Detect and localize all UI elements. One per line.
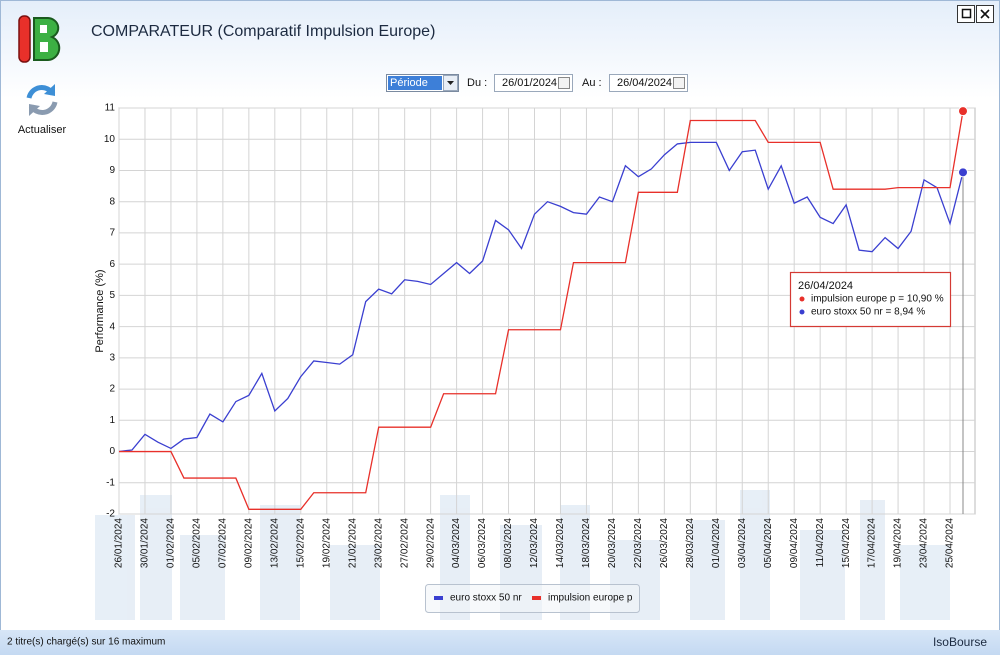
to-date-picker[interactable]	[673, 77, 685, 89]
close-button[interactable]	[976, 5, 994, 23]
x-tick-label: 20/03/2024	[607, 518, 618, 568]
legend-label: impulsion europe p	[548, 593, 633, 604]
x-tick-label: 13/02/2024	[269, 518, 280, 568]
y-tick-label: 1	[109, 415, 115, 426]
from-label: Du :	[467, 77, 487, 89]
x-tick-label: 17/04/2024	[867, 518, 878, 568]
x-tick-label: 07/02/2024	[218, 518, 229, 568]
y-tick-label: 8	[109, 196, 115, 207]
tooltip-date: 26/04/2024	[798, 280, 853, 292]
tooltip-box	[789, 271, 952, 328]
x-tick-label: 15/04/2024	[841, 518, 852, 568]
from-date[interactable]: 26/01/2024	[502, 77, 557, 89]
legend-label: euro stoxx 50 nr	[450, 593, 522, 604]
x-tick-label: 19/04/2024	[893, 518, 904, 568]
x-tick-label: 29/02/2024	[425, 518, 436, 568]
y-tick-label: 7	[109, 228, 115, 239]
x-tick-label: 28/03/2024	[685, 518, 696, 568]
x-tick-label: 01/04/2024	[711, 518, 722, 568]
logo	[18, 15, 61, 63]
refresh-label[interactable]: Actualiser	[18, 124, 67, 136]
y-tick-label: 6	[109, 259, 115, 270]
plot: -2 -1 0 1 2 3 4 5 6 7 8 9 10 11 26/01/2024 30/01/2024 01…	[104, 103, 975, 568]
x-tick-label: 04/03/2024	[451, 518, 462, 568]
x-tick-label: 03/04/2024	[737, 518, 748, 568]
y-tick-label: 10	[104, 134, 116, 145]
x-tick-label: 19/02/2024	[321, 518, 332, 568]
x-tick-label: 08/03/2024	[503, 518, 514, 568]
y-tick-label: 11	[105, 103, 116, 114]
y-tick-label: 9	[109, 165, 115, 176]
tooltip-line: impulsion europe p = 10,90 %	[811, 294, 944, 305]
x-tick-label: 05/04/2024	[763, 518, 774, 568]
x-tick-label: 15/02/2024	[295, 518, 306, 568]
refresh-icon[interactable]	[26, 84, 58, 116]
legend-swatch	[434, 596, 443, 600]
end-marker	[958, 106, 968, 117]
y-tick-label: -1	[106, 477, 115, 488]
period-select[interactable]	[386, 74, 459, 92]
end-marker	[958, 167, 968, 178]
x-tick-label: 23/04/2024	[919, 518, 930, 568]
x-tick-label: 05/02/2024	[192, 518, 203, 568]
y-tick-label: 0	[109, 446, 115, 457]
to-label: Au :	[582, 77, 602, 89]
x-tick-label: 23/02/2024	[373, 518, 384, 568]
from-date-picker[interactable]	[558, 77, 570, 89]
y-tick-label: 2	[109, 384, 115, 395]
x-tick-label: 22/03/2024	[633, 518, 644, 568]
watermark	[95, 490, 950, 620]
y-tick-label: 4	[109, 321, 115, 332]
x-tick-label: 06/03/2024	[477, 518, 488, 568]
series-line	[119, 111, 964, 510]
status-message: 2 titre(s) chargé(s) sur 16 maximum	[7, 637, 165, 648]
x-tick-label: 14/03/2024	[555, 518, 566, 568]
window-title: COMPARATEUR (Comparatif Impulsion Europe…	[91, 23, 435, 40]
restore-button[interactable]	[957, 5, 975, 23]
x-tick-label: 26/01/2024	[114, 518, 125, 568]
tooltip-line: euro stoxx 50 nr = 8,94 %	[811, 307, 925, 318]
to-date[interactable]: 26/04/2024	[617, 77, 672, 89]
x-tick-label: 12/03/2024	[529, 518, 540, 568]
x-tick-label: 01/02/2024	[166, 518, 177, 568]
x-tick-label: 27/02/2024	[399, 518, 410, 568]
brand: IsoBourse	[933, 635, 987, 649]
x-tick-label: 09/04/2024	[789, 518, 800, 568]
series-line	[118, 141, 964, 453]
status-bar	[0, 630, 1000, 655]
x-tick-label: 25/04/2024	[945, 518, 956, 568]
tooltip-dot	[799, 309, 805, 315]
legend-swatch	[532, 596, 541, 600]
x-tick-label: 09/02/2024	[243, 518, 254, 568]
x-tick-label: 11/04/2024	[815, 518, 826, 568]
x-tick-label: 21/02/2024	[347, 518, 358, 568]
to-date-input[interactable]	[609, 74, 688, 92]
period-select-text[interactable]: Période	[390, 77, 428, 89]
y-tick-label: -2	[106, 509, 115, 520]
y-axis-title: Performance (%)	[94, 269, 106, 352]
tooltip-dot	[799, 296, 805, 302]
y-tick-label: 5	[109, 290, 115, 301]
x-tick-label: 26/03/2024	[659, 518, 670, 568]
legend: euro stoxx 50 nr impulsion europe p	[434, 593, 633, 604]
x-tick-label: 30/01/2024	[140, 518, 151, 568]
y-tick-label: 3	[109, 352, 115, 363]
from-date-input[interactable]	[494, 74, 573, 92]
x-tick-label: 18/03/2024	[581, 518, 592, 568]
